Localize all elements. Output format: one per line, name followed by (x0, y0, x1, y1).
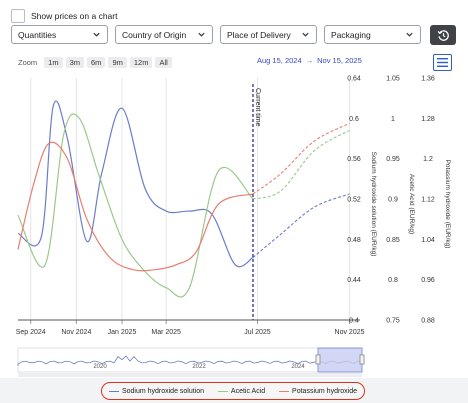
series-line-potassium (17, 141, 254, 272)
navigator-selection (317, 347, 363, 373)
navigator-background (17, 347, 363, 373)
zoom-6m-button[interactable]: 6m (87, 56, 106, 68)
navigator-year-label: 2022 (192, 364, 206, 370)
y-tick-label: 0.8 (388, 277, 398, 284)
y-axis-title: Potassium hydroxide (EUR/kg) (444, 160, 451, 249)
y-tick-label: 0.64 (347, 76, 361, 83)
y-tick-label: 1.28 (421, 116, 435, 123)
y-tick-label: 1.2 (423, 156, 433, 163)
country-of-origin-dropdown-label: Country of Origin (122, 29, 187, 40)
axes: Sep 2024 Nov 2024 Jan 2025 Mar 2025 Jul 2025… (16, 76, 451, 337)
y-tick-label: 1.04 (421, 237, 435, 244)
y-tick-label: 0.88 (421, 318, 435, 325)
y-tick-label: 0.9 (388, 197, 398, 204)
y-tick-label: 0.96 (421, 277, 435, 284)
navigator-scrollbar (18, 373, 362, 377)
chevron-down-icon (302, 32, 309, 37)
zoom-12m-button[interactable]: 12m (129, 56, 153, 68)
navigator-year-label: 2024 (291, 364, 305, 370)
packaging-dropdown-label: Packaging (331, 29, 371, 40)
legend-swatch (108, 390, 119, 392)
series-forecast-sodium (252, 193, 350, 258)
chart-menu-button[interactable] (433, 54, 452, 71)
quantities-dropdown[interactable]: Quantities (11, 25, 108, 44)
navigator-year-label: 2020 (93, 364, 107, 370)
x-tick-label: Nov 2025 (335, 329, 365, 336)
chevron-down-icon (93, 32, 100, 37)
current-time-label: Current time (254, 88, 261, 127)
show-prices-checkbox[interactable] (11, 9, 25, 23)
navigator-handle-left (315, 354, 321, 365)
date-range: Aug 15, 2024 → Nov 15, 2025 (257, 56, 362, 65)
chevron-down-icon (198, 32, 205, 37)
chart-panel: Show prices on a chart Quantities Countr… (0, 0, 468, 378)
y-tick-label: 0.75 (386, 318, 400, 325)
range-to-date[interactable]: Nov 15, 2025 (317, 56, 362, 65)
y-axis-title: Sodium hydroxide solution (EUR/kg) (370, 152, 377, 257)
legend-swatch (279, 390, 290, 392)
navigator-handle-right (359, 354, 365, 365)
y-tick-label: 0.56 (347, 156, 361, 163)
legend-label: Potassium hydroxide (292, 387, 358, 395)
x-tick-label: Mar 2025 (151, 329, 181, 336)
history-reset-icon (437, 29, 449, 41)
y-tick-label: 0.44 (347, 277, 361, 284)
chart-legend: Sodium hydroxide solution Acetic Acid Po… (101, 382, 365, 400)
show-prices-label: Show prices on a chart (31, 11, 118, 21)
zoom-1m-button[interactable]: 1m (44, 56, 63, 68)
quantities-dropdown-label: Quantities (18, 29, 57, 40)
place-of-delivery-dropdown-label: Place of Delivery (227, 29, 291, 40)
y-tick-label: 0.85 (386, 237, 400, 244)
series-forecast-acetic (252, 129, 350, 200)
reset-history-button[interactable] (430, 25, 456, 45)
series-line-acetic (17, 113, 254, 298)
range-arrow: → (305, 56, 314, 65)
y-tick-label: 0.6 (349, 116, 359, 123)
series-lines (17, 100, 350, 298)
y-axis-title: Acetic Acid (EUR/kg) (408, 174, 415, 234)
legend-swatch (217, 390, 228, 392)
zoom-9m-button[interactable]: 9m (108, 56, 127, 68)
zoom-3m-button[interactable]: 3m (65, 56, 85, 68)
zoom-label: Zoom (18, 57, 38, 67)
navigator-series (17, 355, 362, 366)
y-tick-label: 0.95 (386, 156, 400, 163)
x-tick-label: Sep 2024 (16, 329, 46, 336)
y-tick-label: 0.52 (347, 197, 361, 204)
zoom-all-button[interactable]: All (155, 56, 172, 68)
show-prices-row[interactable]: Show prices on a chart (11, 8, 117, 24)
navigator[interactable]: 2020 2022 2024 (17, 347, 365, 377)
place-of-delivery-dropdown[interactable]: Place of Delivery (220, 25, 317, 44)
x-tick-label: Jan 2025 (108, 329, 137, 336)
legend-item-potassium-hydroxide[interactable]: Potassium hydroxide (279, 388, 357, 395)
legend-item-acetic-acid[interactable]: Acetic Acid (217, 387, 266, 395)
price-chart[interactable]: 2020 2022 2024 Sep 2024 Nov 2024 Jan 2025 Mar… (0, 0, 468, 378)
y-tick-label: 0.48 (347, 237, 361, 244)
range-from-date[interactable]: Aug 15, 2024 (257, 56, 302, 65)
series-line-sodium (17, 100, 254, 268)
legend-label: Sodium hydroxide solution (121, 387, 205, 395)
hamburger-menu-icon (437, 58, 448, 67)
y-tick-label: 1.12 (421, 197, 435, 204)
grid-lines (30, 78, 351, 320)
legend-item-sodium-hydroxide[interactable]: Sodium hydroxide solution (108, 387, 205, 395)
legend-label: Acetic Acid (230, 387, 266, 395)
chevron-down-icon (406, 32, 413, 37)
y-tick-label: 1.36 (421, 76, 435, 83)
zoom-controls: Zoom 1m 3m 6m 9m 12m All (18, 56, 172, 68)
y-tick-label: 1 (391, 116, 395, 123)
x-tick-label: Jul 2025 (244, 329, 271, 336)
y-tick-label: 1.05 (386, 76, 400, 83)
country-of-origin-dropdown[interactable]: Country of Origin (115, 25, 213, 44)
y-tick-label: 0.4 (349, 318, 359, 325)
packaging-dropdown[interactable]: Packaging (324, 25, 421, 44)
x-tick-label: Nov 2024 (61, 329, 91, 336)
series-forecast-potassium (252, 122, 350, 195)
